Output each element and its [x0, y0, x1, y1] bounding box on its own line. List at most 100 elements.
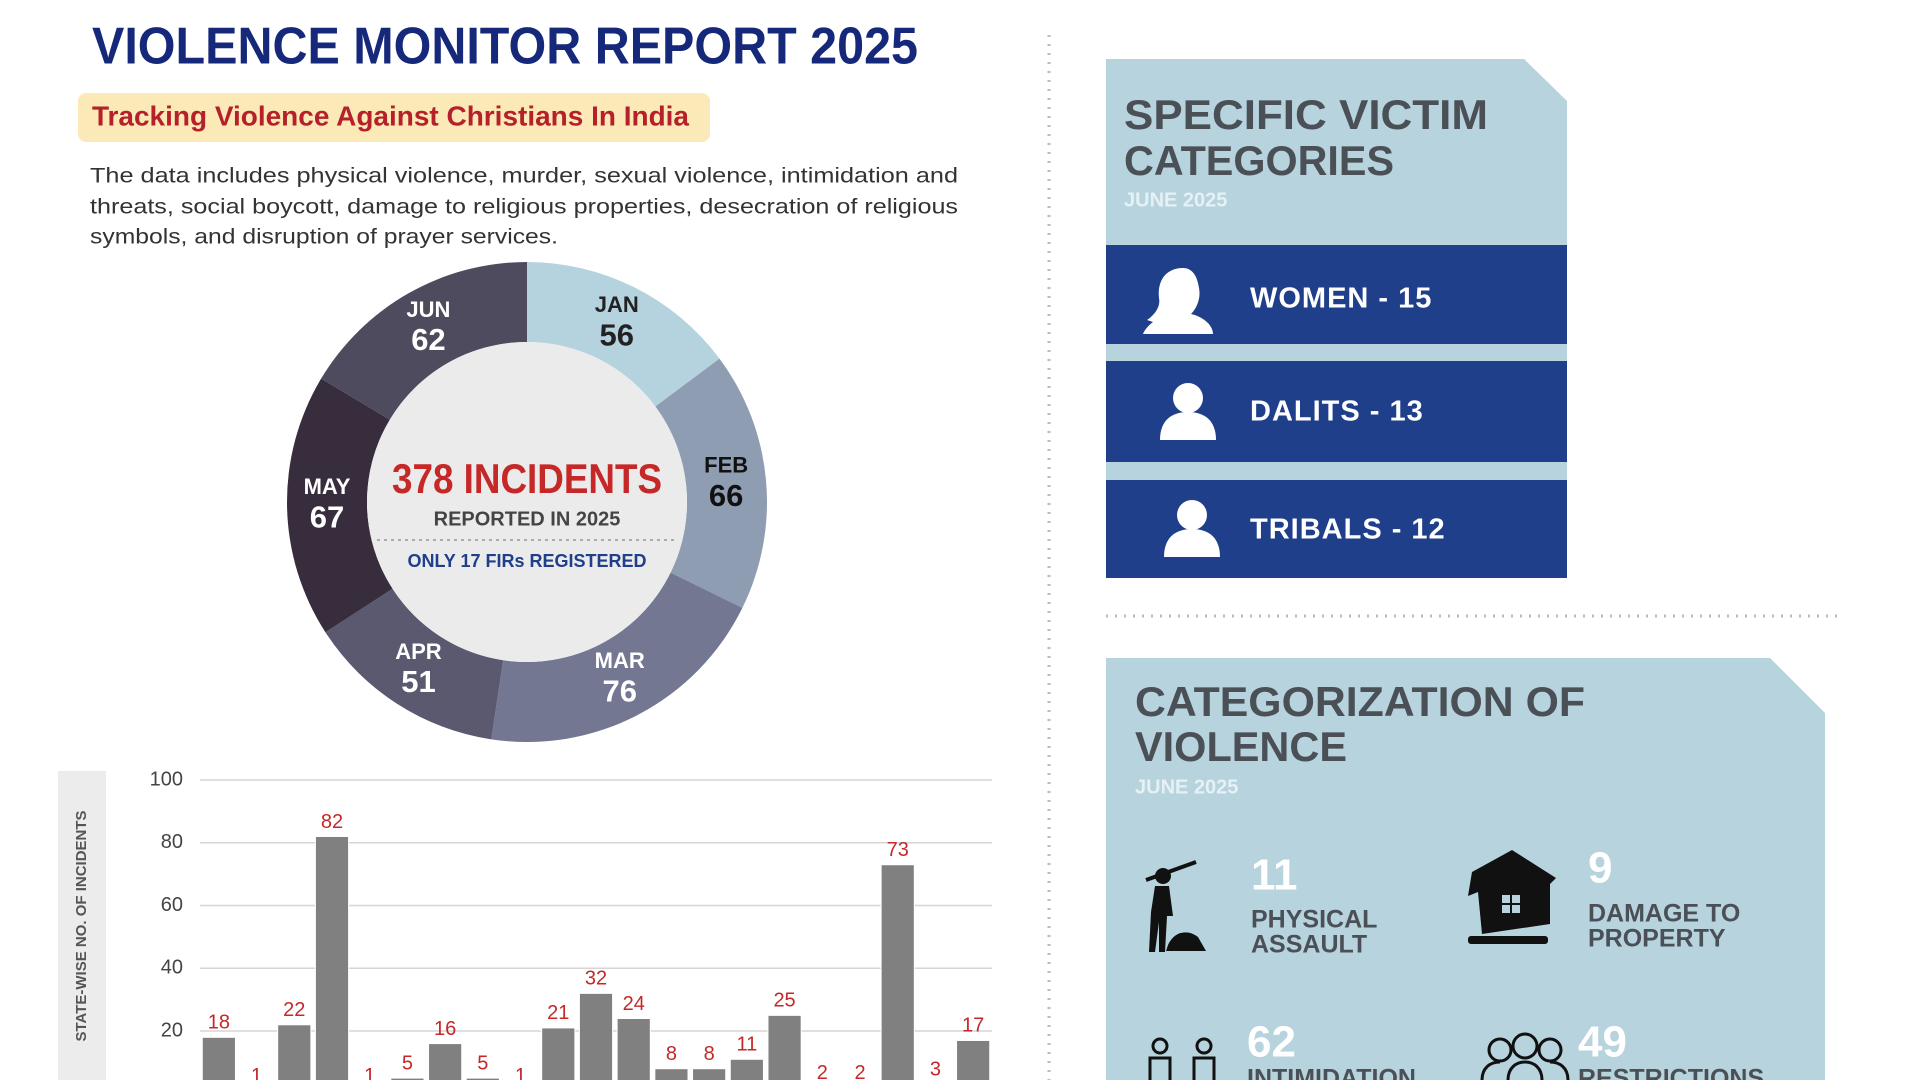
bar	[616, 1017, 651, 1080]
panel-title: SPECIFIC VICTIM	[1124, 91, 1488, 138]
bar-value-label: 1	[251, 1065, 262, 1080]
bar-value-label: 5	[477, 1052, 488, 1074]
donut-slice	[527, 262, 720, 407]
slice-month-label: APR	[395, 639, 442, 664]
restrictions-icon	[1480, 1032, 1570, 1080]
bar-value-label: 82	[321, 811, 343, 833]
slice-value-label: 66	[709, 478, 743, 513]
slice-month-label: MAR	[595, 648, 645, 673]
victim-label: WOMEN - 15	[1250, 283, 1432, 315]
bar-value-label: 22	[283, 999, 305, 1021]
bar	[541, 1027, 576, 1080]
slice-month-label: FEB	[704, 453, 748, 478]
bar-value-label: 24	[623, 993, 645, 1015]
panel-title: VIOLENCE	[1135, 723, 1347, 770]
violence-label: PHYSICAL	[1251, 906, 1377, 934]
report-subtitle: Tracking Violence Against Christians In …	[92, 100, 689, 131]
center-subtitle: REPORTED IN 2025	[434, 508, 621, 530]
bar	[390, 1077, 425, 1080]
bar	[692, 1068, 727, 1080]
slice-value-label: 62	[411, 322, 445, 357]
person-icon-head	[1177, 500, 1207, 530]
bar-value-label: 11	[736, 1034, 757, 1056]
bar	[277, 1024, 312, 1080]
donut-slice	[655, 358, 767, 608]
donut-slice	[287, 378, 393, 633]
bar	[465, 1077, 500, 1080]
y-tick-label: 40	[161, 957, 183, 979]
bar-value-label: 25	[773, 990, 795, 1012]
y-tick-label: 20	[161, 1019, 183, 1041]
bar-value-label: 8	[666, 1043, 677, 1065]
bar	[314, 835, 350, 1080]
bar-value-label: 73	[887, 839, 909, 861]
slice-value-label: 51	[401, 664, 435, 699]
slice-month-label: MAY	[304, 474, 351, 499]
bar-value-label: 21	[547, 1002, 569, 1024]
y-tick-label: 60	[161, 894, 183, 916]
y-tick-label: 80	[161, 831, 183, 853]
panel-title: CATEGORIZATION OF	[1135, 678, 1585, 725]
bar	[880, 864, 915, 1080]
person-icon-body	[1160, 412, 1216, 440]
person-icon-head	[1173, 383, 1203, 413]
violence-label: ASSAULT	[1251, 931, 1367, 959]
bar-value-label: 16	[434, 1018, 456, 1040]
property-icon	[1468, 850, 1556, 944]
woman-icon	[1143, 268, 1213, 334]
violence-label: RESTRICTIONS	[1578, 1065, 1764, 1080]
slice-value-label: 76	[602, 673, 636, 708]
bar-value-label: 2	[817, 1062, 828, 1080]
bar-value-label: 1	[515, 1065, 526, 1080]
center-title: 378 INCIDENTS	[392, 455, 662, 502]
violence-label: DAMAGE TO	[1588, 900, 1740, 928]
slice-month-label: JAN	[595, 292, 639, 317]
victim-row: DALITS - 13	[1106, 361, 1567, 462]
y-axis-label: STATE-WISE NO. OF INCIDENTS	[73, 810, 90, 1041]
y-label-box	[58, 771, 106, 1080]
victim-row: WOMEN - 15	[1106, 245, 1567, 344]
center-note: ONLY 17 FIRs REGISTERED	[407, 551, 646, 571]
victim-label: TRIBALS - 12	[1250, 514, 1446, 546]
report-title: VIOLENCE MONITOR REPORT 2025	[92, 18, 918, 76]
description-line: symbols, and disruption of prayer servic…	[90, 226, 558, 249]
description-line: The data includes physical violence, mur…	[90, 165, 958, 188]
bar-value-label: 18	[208, 1012, 230, 1034]
violence-value: 62	[1247, 1018, 1296, 1067]
violence-value: 49	[1578, 1018, 1627, 1067]
donut-slice	[321, 262, 527, 420]
slice-value-label: 67	[310, 500, 344, 535]
bar-value-label: 1	[364, 1065, 375, 1080]
donut-slice	[325, 588, 504, 740]
bar-value-label: 2	[854, 1062, 865, 1080]
violence-panel	[1106, 658, 1825, 1080]
victim-row: TRIBALS - 12	[1106, 480, 1567, 578]
subtitle-highlight	[78, 93, 710, 142]
violence-label: INTIMIDATION	[1247, 1065, 1416, 1080]
bar-value-label: 32	[585, 968, 607, 990]
panel-title: CATEGORIES	[1124, 137, 1394, 184]
description-line: threats, social boycott, damage to relig…	[90, 196, 958, 219]
bar	[578, 992, 614, 1080]
bar	[729, 1058, 764, 1080]
intimidation-icon	[1148, 1037, 1216, 1080]
violence-label: PROPERTY	[1588, 925, 1726, 953]
bar-value-label: 5	[402, 1052, 413, 1074]
violence-value: 11	[1251, 851, 1298, 900]
slice-value-label: 56	[600, 317, 634, 352]
bar-value-label: 17	[962, 1015, 984, 1037]
y-tick-label: 100	[150, 768, 183, 790]
donut-slice	[491, 572, 743, 742]
panel-date: JUNE 2025	[1124, 189, 1227, 211]
bar	[201, 1036, 236, 1080]
panel-date: JUNE 2025	[1135, 776, 1238, 798]
slice-month-label: JUN	[406, 297, 450, 322]
bar-value-label: 3	[930, 1059, 941, 1080]
bar	[767, 1014, 802, 1080]
bar	[654, 1068, 689, 1080]
bar	[428, 1043, 463, 1080]
violence-value: 9	[1588, 844, 1612, 893]
bar-value-label: 8	[704, 1043, 715, 1065]
